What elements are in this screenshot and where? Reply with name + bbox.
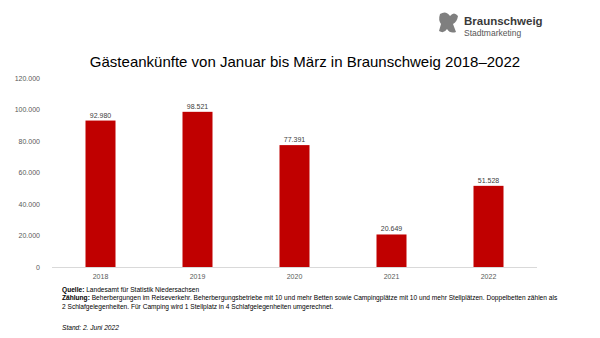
y-axis: 0 20.000 40.000 60.000 80.000 100.000 120.000: [15, 75, 40, 271]
y-tick-label: 40.000: [19, 201, 41, 208]
bar: [474, 186, 504, 267]
bar: [183, 112, 213, 267]
footnote: Zählung: Beherbergungen im Reiseverkehr.…: [62, 294, 562, 311]
data-label: 51.528: [478, 177, 500, 184]
data-label: 20.649: [381, 225, 403, 232]
y-tick-label: 100.000: [15, 106, 40, 113]
bar: [377, 234, 407, 267]
footnote-label: Zählung:: [62, 294, 90, 301]
footnote-label: Quelle:: [62, 286, 84, 293]
x-tick-label: 2019: [190, 273, 206, 280]
footnote-text: Beherbergungen im Reiseverkehr. Beherber…: [62, 294, 557, 309]
logo-subtitle: Stadtmarketing: [464, 28, 521, 38]
title: Gästeankünfte von Januar bis März in Bra…: [90, 53, 520, 70]
y-tick-label: 0: [36, 264, 40, 271]
x-tick-label: 2018: [93, 273, 109, 280]
x-axis: 2018 2019 2020 2021 2022: [52, 268, 537, 281]
x-tick-label: 2020: [287, 273, 303, 280]
data-labels: 92.980 98.521 77.391 20.649 51.528: [90, 103, 500, 233]
data-label: 92.980: [90, 112, 112, 119]
y-tick-label: 120.000: [15, 75, 40, 82]
page: {"chart_data": { "type": "bar", "title":…: [0, 0, 600, 338]
logo-title: Braunschweig: [464, 15, 543, 27]
data-label: 77.391: [284, 136, 306, 143]
x-tick-label: 2021: [384, 273, 400, 280]
bars: [86, 112, 504, 267]
x-axis-line: [52, 267, 537, 268]
logo: BraunschweigStadtmarketing: [439, 12, 543, 38]
y-tick-label: 20.000: [19, 232, 41, 239]
x-tick-label: 2022: [481, 273, 497, 280]
footnote-text: Landesamt für Statistik Niedersachsen: [86, 286, 199, 293]
bar: [86, 121, 116, 267]
y-tick-label: 80.000: [19, 138, 41, 145]
bar: [280, 145, 310, 267]
footnote: Quelle: Landesamt für Statistik Niedersa…: [62, 286, 562, 294]
date-note: Stand: 2. Juni 2022: [62, 324, 119, 331]
footnotes: Quelle: Landesamt für Statistik Niedersa…: [62, 286, 562, 311]
data-label: 98.521: [187, 103, 209, 110]
logo-icon: [439, 12, 458, 32]
y-tick-label: 60.000: [19, 169, 41, 176]
